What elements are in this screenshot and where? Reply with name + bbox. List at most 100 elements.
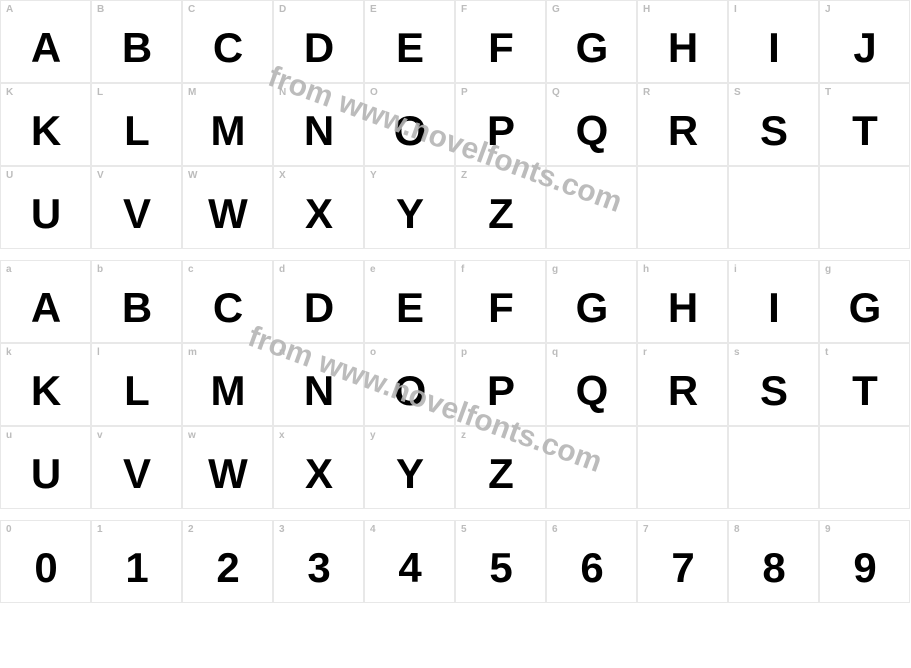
cell-glyph: F — [488, 24, 513, 72]
lowercase-grid: aAbBcCdDeEfFgGhHiIgGkKlLmMnNoOpPqQrRsStT… — [0, 260, 910, 509]
cell-label: e — [370, 264, 376, 275]
glyph-cell — [819, 426, 910, 509]
cell-label: f — [461, 264, 464, 275]
glyph-cell — [819, 166, 910, 249]
cell-glyph: M — [211, 107, 245, 155]
cell-glyph: N — [304, 367, 333, 415]
glyph-cell: LL — [91, 83, 182, 166]
cell-glyph: P — [487, 367, 514, 415]
cell-glyph: Q — [576, 107, 608, 155]
glyph-cell: rR — [637, 343, 728, 426]
cell-glyph: Y — [396, 450, 423, 498]
cell-glyph: J — [853, 24, 875, 72]
glyph-cell: mM — [182, 343, 273, 426]
glyph-cell: qQ — [546, 343, 637, 426]
cell-label: S — [734, 87, 741, 98]
cell-label: Z — [461, 170, 467, 181]
cell-glyph: S — [760, 367, 787, 415]
cell-glyph: E — [396, 24, 423, 72]
cell-label: i — [734, 264, 737, 275]
cell-label: U — [6, 170, 13, 181]
glyph-cell: hH — [637, 260, 728, 343]
cell-glyph: 3 — [307, 544, 329, 592]
glyph-cell: 33 — [273, 520, 364, 603]
cell-glyph: G — [576, 24, 608, 72]
glyph-cell: sS — [728, 343, 819, 426]
glyph-cell: BB — [91, 0, 182, 83]
cell-glyph: H — [668, 24, 697, 72]
glyph-cell: vV — [91, 426, 182, 509]
glyph-cell: FF — [455, 0, 546, 83]
glyph-cell: gG — [819, 260, 910, 343]
glyph-cell: gG — [546, 260, 637, 343]
cell-glyph: 1 — [125, 544, 147, 592]
cell-label: z — [461, 430, 466, 441]
cell-label: h — [643, 264, 649, 275]
cell-label: Y — [370, 170, 377, 181]
cell-label: 2 — [188, 524, 194, 535]
glyph-cell — [637, 426, 728, 509]
cell-label: c — [188, 264, 194, 275]
cell-label: 8 — [734, 524, 740, 535]
cell-glyph: U — [31, 190, 60, 238]
glyph-cell: UU — [0, 166, 91, 249]
glyph-cell: PP — [455, 83, 546, 166]
glyph-cell: uU — [0, 426, 91, 509]
glyph-cell: WW — [182, 166, 273, 249]
digits-grid: 00112233445566778899 — [0, 520, 910, 603]
glyph-cell: XX — [273, 166, 364, 249]
cell-glyph: V — [123, 450, 150, 498]
cell-glyph: P — [487, 107, 514, 155]
cell-glyph: 8 — [762, 544, 784, 592]
glyph-cell: JJ — [819, 0, 910, 83]
cell-label: V — [97, 170, 104, 181]
cell-label: v — [97, 430, 103, 441]
cell-label: R — [643, 87, 650, 98]
cell-glyph: S — [760, 107, 787, 155]
cell-glyph: X — [305, 450, 332, 498]
cell-label: I — [734, 4, 737, 15]
cell-glyph: D — [304, 284, 333, 332]
glyph-cell — [546, 426, 637, 509]
cell-glyph: K — [31, 367, 60, 415]
cell-glyph: 9 — [853, 544, 875, 592]
cell-label: X — [279, 170, 286, 181]
cell-label: 3 — [279, 524, 285, 535]
cell-glyph: B — [122, 284, 151, 332]
glyph-cell: zZ — [455, 426, 546, 509]
cell-glyph: C — [213, 284, 242, 332]
cell-label: l — [97, 347, 100, 358]
cell-label: L — [97, 87, 103, 98]
glyph-cell: lL — [91, 343, 182, 426]
glyph-cell: 00 — [0, 520, 91, 603]
glyph-cell: II — [728, 0, 819, 83]
cell-glyph: 6 — [580, 544, 602, 592]
cell-glyph: T — [852, 107, 877, 155]
glyph-cell: AA — [0, 0, 91, 83]
cell-glyph: H — [668, 284, 697, 332]
glyph-cell — [546, 166, 637, 249]
cell-label: w — [188, 430, 196, 441]
cell-glyph: W — [208, 190, 247, 238]
glyph-cell: 22 — [182, 520, 273, 603]
cell-glyph: W — [208, 450, 247, 498]
cell-label: g — [552, 264, 558, 275]
cell-label: p — [461, 347, 467, 358]
cell-label: M — [188, 87, 196, 98]
cell-label: 6 — [552, 524, 558, 535]
cell-glyph: E — [396, 284, 423, 332]
cell-label: t — [825, 347, 828, 358]
glyph-cell: MM — [182, 83, 273, 166]
cell-glyph: K — [31, 107, 60, 155]
cell-label: F — [461, 4, 467, 15]
cell-glyph: M — [211, 367, 245, 415]
cell-label: T — [825, 87, 831, 98]
cell-label: k — [6, 347, 12, 358]
cell-glyph: A — [31, 284, 60, 332]
glyph-cell: CC — [182, 0, 273, 83]
cell-glyph: L — [124, 107, 149, 155]
cell-glyph: B — [122, 24, 151, 72]
glyph-cell: 99 — [819, 520, 910, 603]
glyph-cell: TT — [819, 83, 910, 166]
glyph-cell: 66 — [546, 520, 637, 603]
